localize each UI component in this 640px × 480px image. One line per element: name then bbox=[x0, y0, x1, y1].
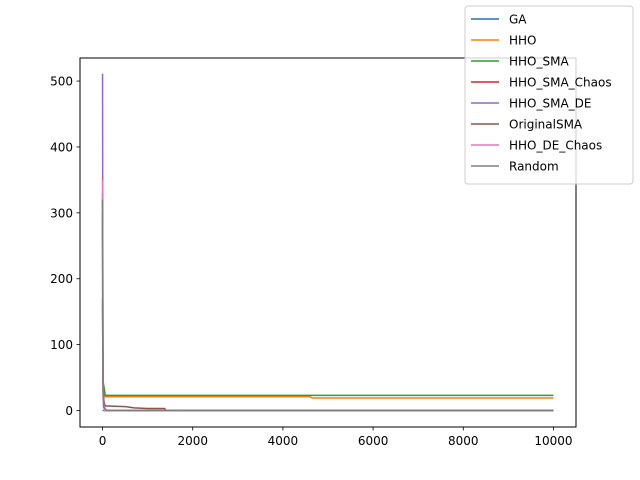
x-axis: 0 2000 4000 6000 8000 10000 bbox=[99, 427, 573, 448]
legend-box bbox=[464, 5, 634, 185]
series-line-random bbox=[101, 199, 554, 412]
y-axis: 0 100 200 300 400 500 bbox=[50, 75, 80, 418]
axes-frame bbox=[79, 57, 577, 428]
legend-label-hho-sma: HHO_SMA bbox=[509, 55, 569, 69]
x-tick-label: 8000 bbox=[448, 434, 479, 448]
y-tick-label: 200 bbox=[50, 272, 73, 286]
legend-label-hho-sma-de: HHO_SMA_DE bbox=[509, 97, 592, 111]
y-tick-label: 0 bbox=[65, 404, 73, 418]
x-tick-label: 2000 bbox=[177, 434, 208, 448]
x-tick-label: 10000 bbox=[534, 434, 572, 448]
y-tick-label: 300 bbox=[50, 206, 73, 220]
y-tick-label: 100 bbox=[50, 338, 73, 352]
legend-label-hho: HHO bbox=[509, 34, 537, 48]
x-tick-label: 6000 bbox=[358, 434, 389, 448]
plot-lines bbox=[101, 73, 554, 412]
legend-label-random: Random bbox=[509, 160, 559, 174]
legend-label-originalsma: OriginalSMA bbox=[509, 118, 583, 132]
y-tick-label: 400 bbox=[50, 140, 73, 154]
x-tick-label: 0 bbox=[99, 434, 107, 448]
y-tick-label: 500 bbox=[50, 75, 73, 89]
x-tick-label: 4000 bbox=[268, 434, 299, 448]
legend-label-hho-de-chaos: HHO_DE_Chaos bbox=[509, 139, 602, 153]
legend-label-hho-sma-chaos: HHO_SMA_Chaos bbox=[509, 76, 612, 90]
legend: GA HHO HHO_SMA HHO_SMA_Chaos HHO_SMA_DE Origi… bbox=[464, 5, 634, 185]
legend-label-ga: GA bbox=[509, 13, 527, 27]
